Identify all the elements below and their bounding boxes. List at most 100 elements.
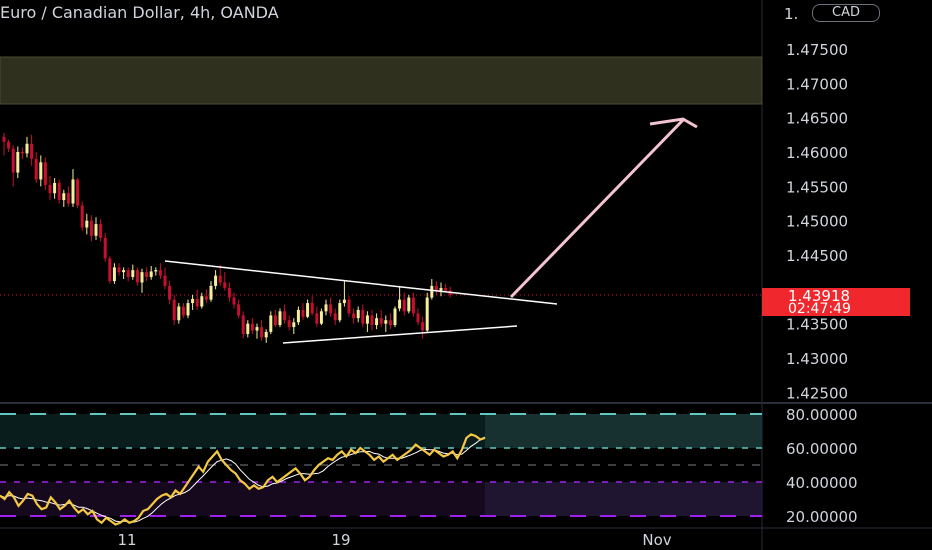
candle-body <box>16 152 20 173</box>
candle-body <box>204 296 208 300</box>
candle-body <box>301 309 305 317</box>
chart-title: Euro / Canadian Dollar, 4h, OANDA <box>0 3 279 22</box>
candle-body <box>292 322 296 328</box>
candle-body <box>30 143 34 159</box>
candle-body <box>66 193 70 204</box>
candle-body <box>94 224 98 236</box>
candle-body <box>352 313 356 319</box>
candle-body <box>62 193 66 201</box>
price-tick-label: 1.46500 <box>786 110 848 128</box>
candle-body <box>411 297 415 314</box>
candle-body <box>135 270 139 283</box>
candle-body <box>250 323 254 331</box>
candle-body <box>2 136 6 142</box>
triangle-upper-trendline[interactable] <box>164 260 558 305</box>
candle-body <box>416 313 420 323</box>
candle-body <box>25 143 29 154</box>
candle-body <box>246 323 250 334</box>
time-tick-label: 11 <box>117 531 136 549</box>
candle-body <box>232 297 236 305</box>
candle-body <box>186 303 190 316</box>
candle-body <box>112 267 116 282</box>
candle-body <box>241 315 245 334</box>
candle-body <box>7 141 11 149</box>
candle-body <box>255 327 259 331</box>
price-tick-label: 1.47500 <box>786 41 848 59</box>
currency-badge[interactable]: CAD <box>812 4 880 22</box>
price-tick-label: 1.43000 <box>786 350 848 368</box>
candle-body <box>80 205 84 228</box>
candle-body <box>218 275 222 283</box>
price-axis[interactable]: 1.47500 1.47000 1.46500 1.46000 1.45500 1.450… <box>786 41 848 402</box>
candle-body <box>347 299 351 314</box>
candle-body <box>145 272 149 277</box>
time-axis[interactable]: 11 19 Nov <box>117 531 671 549</box>
candle-body <box>108 258 112 282</box>
candle-body <box>39 162 43 180</box>
candle-body <box>260 327 264 338</box>
candle-body <box>287 320 291 328</box>
triangle-lower-trendline[interactable] <box>282 325 518 344</box>
candle-body <box>227 287 231 298</box>
candle-body <box>76 179 80 206</box>
candle-body <box>237 304 241 316</box>
candle-body <box>434 285 438 291</box>
candle-body <box>421 322 425 331</box>
rsi-tick-label: 40.00000 <box>786 474 858 492</box>
candle-body <box>48 184 52 194</box>
candle-body <box>11 148 15 173</box>
candle-body <box>43 162 47 185</box>
last-price-tag: 1.43918 02:47:49 <box>762 287 910 317</box>
projection-arrow-line[interactable] <box>509 118 685 299</box>
candle-body <box>384 320 388 324</box>
candle-body <box>310 303 314 314</box>
candle-body <box>85 220 89 228</box>
candle-body <box>57 182 61 201</box>
candle-body <box>407 297 411 312</box>
candle-body <box>191 298 195 304</box>
candle-body <box>172 299 176 321</box>
rsi-tick-label: 80.00000 <box>786 406 858 424</box>
projection-arrowhead <box>649 117 698 129</box>
candle-body <box>296 309 300 323</box>
candle-body <box>430 285 434 298</box>
candle-body <box>269 315 273 332</box>
candle-body <box>71 179 75 204</box>
price-tick-label: 1.45000 <box>786 213 848 231</box>
candle-body <box>324 304 328 312</box>
candle-body <box>209 285 213 300</box>
supply-zone-rect[interactable] <box>0 56 763 105</box>
candle-body <box>306 303 310 317</box>
last-price-value: 1.43918 <box>788 287 851 305</box>
candle-body <box>34 158 38 180</box>
candle-body <box>158 270 162 276</box>
price-tick-label: 1.45500 <box>786 178 848 196</box>
candle-body <box>126 270 130 277</box>
candle-body <box>398 299 402 309</box>
candle-body <box>342 299 346 304</box>
candle-body <box>278 311 282 326</box>
candle-body <box>333 313 337 321</box>
candle-body <box>195 298 199 307</box>
candle-body <box>89 220 93 236</box>
candle-body <box>439 287 443 291</box>
candle-body <box>140 272 144 283</box>
candle-body <box>375 318 379 326</box>
price-tick-label: 1.43500 <box>786 316 848 334</box>
candle-countdown: 02:47:49 <box>788 301 851 317</box>
candle-body <box>168 285 172 300</box>
rsi-tick-label: 20.00000 <box>786 508 858 526</box>
candle-body <box>99 224 103 238</box>
price-tick-label: 1.42500 <box>786 384 848 402</box>
rsi-overbought-zone <box>0 414 485 448</box>
candle-body <box>370 315 374 326</box>
candle-body <box>20 152 24 154</box>
candle-body <box>273 315 277 326</box>
rsi-oversold-zone <box>0 482 485 516</box>
rsi-line[interactable] <box>0 433 486 526</box>
candle-body <box>122 270 126 273</box>
candle-body <box>264 331 268 338</box>
candle-body <box>393 308 397 326</box>
rsi-oversold-zone-future <box>485 482 762 516</box>
candle-body <box>425 297 429 331</box>
